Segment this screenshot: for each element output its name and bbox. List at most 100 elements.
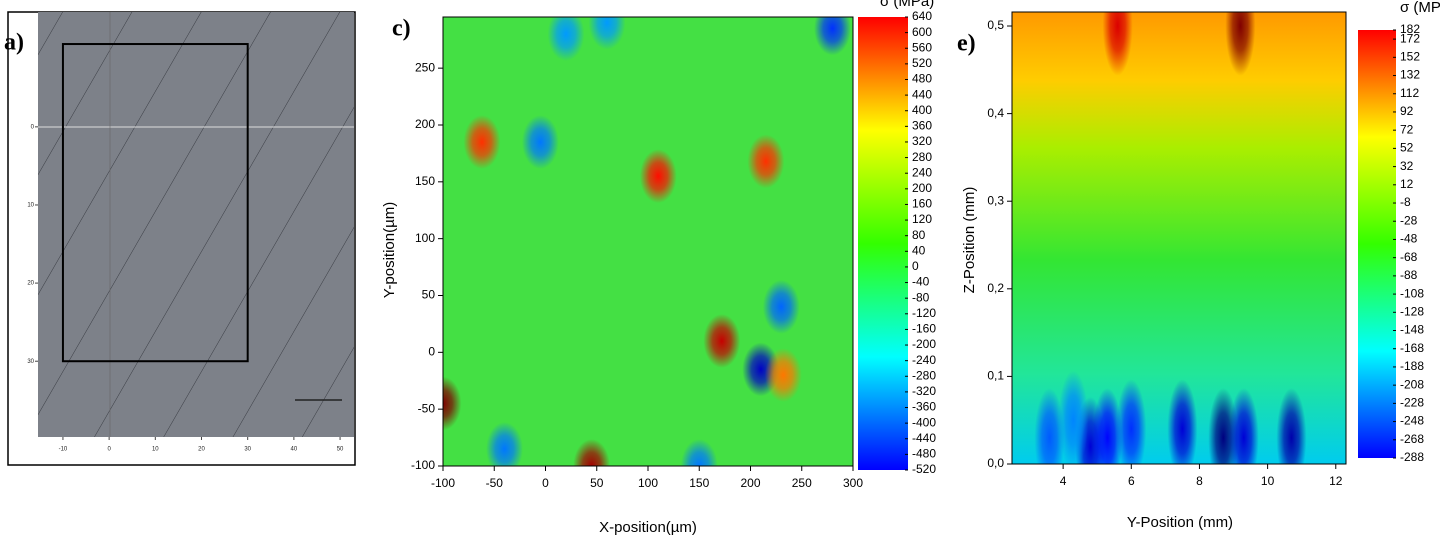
colorbar-tick-label: 152	[1400, 49, 1420, 63]
y-tick-label: 0,5	[987, 18, 1004, 32]
plot-frame	[1011, 11, 1347, 465]
colorbar-tick-label: -280	[912, 368, 936, 382]
stress-spot	[639, 149, 677, 204]
colorbar-title: σ (MPa)	[880, 0, 934, 10]
x-axis-label: X-position(µm)	[599, 519, 697, 536]
x-tick-label: 20	[198, 447, 205, 453]
x-tick-label: 150	[689, 476, 709, 490]
colorbar-tick-label: -108	[1400, 286, 1424, 300]
colorbar-tick-label: -148	[1400, 323, 1424, 337]
colorbar-tick-label: -200	[912, 337, 936, 351]
x-tick-label: -10	[59, 447, 68, 453]
x-tick-label: 4	[1060, 474, 1067, 488]
y-tick-label: 0	[428, 345, 435, 359]
x-tick-label: 40	[291, 447, 298, 453]
colorbar-tick-label: -480	[912, 447, 936, 461]
x-tick-label: 10	[152, 447, 159, 453]
stress-spot	[1225, 12, 1256, 76]
colorbar-tick-label: 0	[912, 259, 919, 273]
colorbar-tick-label: -288	[1400, 450, 1424, 464]
stress-spot	[680, 439, 718, 466]
stress-spot	[703, 314, 741, 368]
panel-label: c)	[392, 16, 411, 42]
colorbar-tick-label: -520	[912, 462, 936, 476]
x-axis-label: Y-Position (mm)	[1127, 514, 1233, 531]
colorbar-tick-label: 12	[1400, 177, 1414, 191]
panel-label: a)	[4, 30, 24, 56]
stress-spot	[486, 422, 523, 466]
y-tick-label: 200	[415, 117, 435, 131]
stress-spot	[547, 17, 585, 61]
y-tick-label: 150	[415, 174, 435, 188]
y-tick-label: 0,3	[987, 193, 1004, 207]
stress-spot	[762, 279, 800, 334]
stress-spot	[1276, 388, 1307, 464]
y-tick-label: -50	[418, 401, 436, 415]
contour-field	[443, 17, 851, 466]
x-tick-label: 50	[590, 476, 604, 490]
y-tick-label: 20	[27, 281, 34, 287]
y-axis-label: Z-Position (mm)	[961, 187, 978, 294]
colorbar-tick-label: -268	[1400, 432, 1424, 446]
colorbar-tick-label: 440	[912, 87, 932, 101]
x-tick-label: 200	[740, 476, 760, 490]
colorbar	[1358, 30, 1396, 458]
stress-spot	[747, 134, 785, 189]
y-tick-label: 0,0	[987, 456, 1004, 470]
x-tick-label: 50	[337, 447, 344, 453]
y-tick-label: 0,2	[987, 281, 1004, 295]
colorbar-tick-label: -8	[1400, 195, 1411, 209]
x-tick-label: 100	[638, 476, 658, 490]
x-tick-label: 6	[1128, 474, 1135, 488]
y-tick-label: 50	[422, 288, 436, 302]
colorbar-tick-label: -80	[912, 290, 930, 304]
colorbar-tick-label: 40	[912, 243, 926, 257]
colorbar-tick-label: 72	[1400, 122, 1414, 136]
y-tick-label: 0,4	[987, 106, 1004, 120]
x-tick-label: -100	[431, 476, 455, 490]
colorbar-tick-label: -88	[1400, 268, 1418, 282]
colorbar-tick-label: -400	[912, 415, 936, 429]
colorbar-tick-label: 160	[912, 197, 932, 211]
stress-spot	[573, 439, 611, 466]
stress-spot	[764, 348, 802, 403]
stress-spot	[1228, 388, 1259, 464]
colorbar-tick-label: 132	[1400, 68, 1420, 82]
stress-spot	[1167, 379, 1198, 464]
colorbar-tick-label: 400	[912, 103, 932, 117]
colorbar-tick-label: 280	[912, 150, 932, 164]
colorbar-tick-label: -360	[912, 400, 936, 414]
colorbar-tick-label: 640	[912, 9, 932, 23]
colorbar-tick-label: 480	[912, 72, 932, 86]
y-tick-label: 0	[31, 124, 35, 130]
x-tick-label: -50	[486, 476, 504, 490]
stress-spot	[814, 17, 851, 56]
colorbar-tick-label: -208	[1400, 377, 1424, 391]
stress-spot	[443, 376, 462, 431]
stress-spot	[1034, 388, 1065, 464]
colorbar-tick-label: 92	[1400, 104, 1414, 118]
colorbar-tick-label: 320	[912, 134, 932, 148]
stress-spot	[1102, 12, 1133, 76]
colorbar-tick-label: -68	[1400, 250, 1418, 264]
stress-spot	[588, 17, 626, 50]
colorbar-tick-label: 520	[912, 56, 932, 70]
colorbar-tick-label: -228	[1400, 396, 1424, 410]
stress-spot	[521, 115, 559, 169]
y-axis-label: Y-position(µm)	[381, 202, 398, 298]
colorbar-tick-label: 52	[1400, 141, 1414, 155]
colorbar-tick-label: -128	[1400, 304, 1424, 318]
colorbar-tick-label: -160	[912, 322, 936, 336]
stress-spot	[1058, 370, 1089, 464]
x-tick-label: 0	[107, 447, 111, 453]
stress-spot	[1092, 388, 1123, 464]
colorbar-title: σ (MPa)	[1400, 0, 1440, 16]
colorbar-tick-label: 560	[912, 40, 932, 54]
stress-spot	[1116, 379, 1147, 464]
colorbar-tick-label: -248	[1400, 414, 1424, 428]
colorbar-tick-label: -168	[1400, 341, 1424, 355]
colorbar-tick-label: 240	[912, 165, 932, 179]
colorbar-tick-label: -320	[912, 384, 936, 398]
